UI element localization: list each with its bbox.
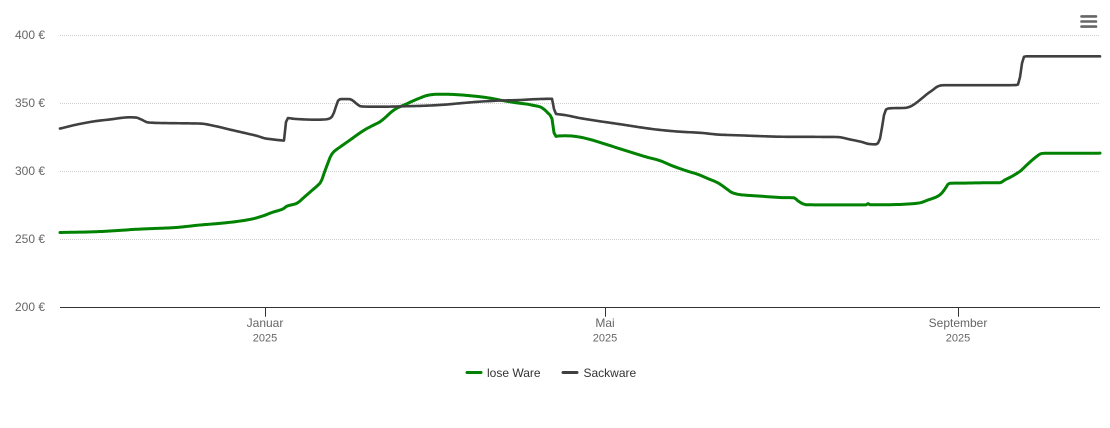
svg-text:200 €: 200 € [15,300,45,314]
svg-text:September: September [929,316,988,330]
svg-text:350 €: 350 € [15,96,45,110]
svg-text:lose Ware: lose Ware [487,366,541,380]
svg-text:Januar: Januar [247,316,284,330]
svg-text:2025: 2025 [253,333,277,345]
svg-text:Sackware: Sackware [584,366,637,380]
svg-text:400 €: 400 € [15,28,45,42]
svg-text:2025: 2025 [593,333,617,345]
svg-text:250 €: 250 € [15,232,45,246]
svg-text:Mai: Mai [595,316,614,330]
svg-text:300 €: 300 € [15,164,45,178]
svg-text:2025: 2025 [946,333,970,345]
